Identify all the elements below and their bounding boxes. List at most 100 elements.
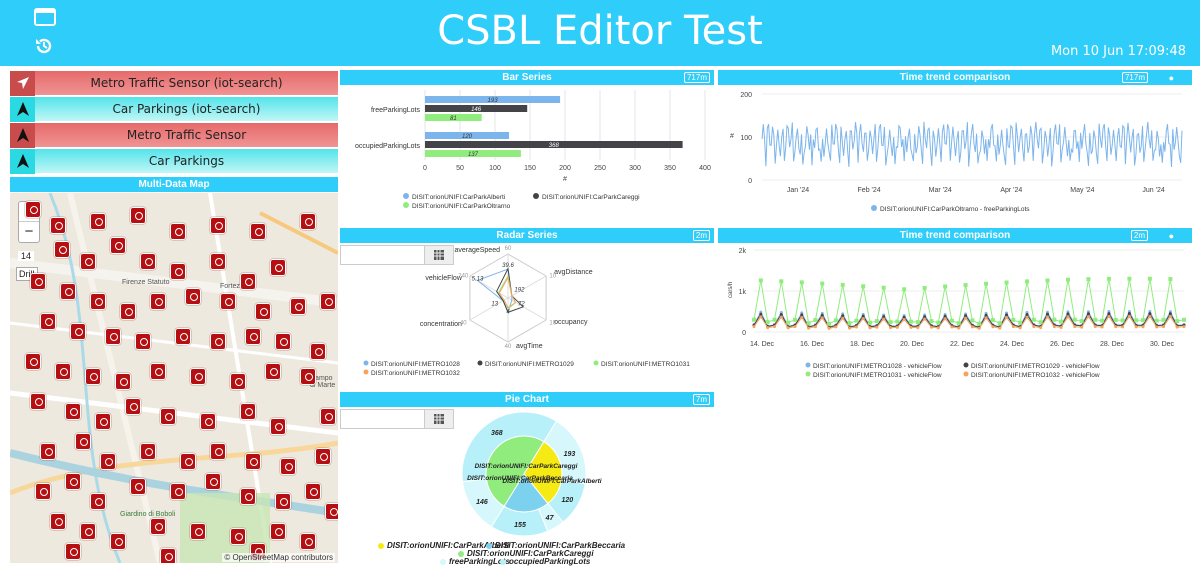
car-parkings-button[interactable]: Car Parkings [10, 148, 338, 174]
zoom-out-button[interactable]: − [24, 223, 34, 240]
sensor-marker[interactable] [290, 298, 306, 315]
sensor-marker[interactable] [135, 333, 151, 350]
sensor-marker[interactable] [190, 523, 206, 540]
sensor-marker[interactable] [320, 408, 336, 425]
sensor-marker[interactable] [300, 533, 316, 550]
sensor-marker[interactable] [30, 273, 46, 290]
sensor-marker[interactable] [175, 328, 191, 345]
radar-select-button[interactable] [424, 245, 454, 265]
sensor-marker[interactable] [325, 503, 338, 520]
sensor-marker[interactable] [230, 373, 246, 390]
history-icon[interactable] [34, 36, 56, 58]
sensor-marker[interactable] [205, 473, 221, 490]
pie-legend-item[interactable]: DISIT:orionUNIFI:CarParkAlberti [378, 541, 509, 550]
sensor-marker[interactable] [255, 303, 271, 320]
sensor-marker[interactable] [50, 513, 66, 530]
window-icon[interactable] [34, 8, 56, 30]
sensor-marker[interactable] [125, 398, 141, 415]
sensor-marker[interactable] [300, 368, 316, 385]
sensor-marker[interactable] [75, 433, 91, 450]
sensor-marker[interactable] [35, 483, 51, 500]
pie-legend-item[interactable]: DISIT:orionUNIFI:CarParkCareggi [458, 549, 594, 558]
sensor-marker[interactable] [210, 217, 226, 234]
collapse-icon[interactable]: ● [1168, 231, 1174, 241]
sensor-marker[interactable] [130, 478, 146, 495]
sensor-marker[interactable] [110, 237, 126, 254]
sensor-marker[interactable] [275, 333, 291, 350]
sensor-marker[interactable] [115, 373, 131, 390]
sensor-marker[interactable] [240, 403, 256, 420]
sensor-marker[interactable] [320, 293, 336, 310]
pie-legend-item[interactable]: DISIT:orionUNIFI:CarParkBeccaria [486, 541, 625, 550]
sensor-marker[interactable] [250, 223, 266, 240]
sensor-marker[interactable] [150, 363, 166, 380]
metro-traffic-sensor-iot-button[interactable]: Metro Traffic Sensor (iot-search) [10, 70, 338, 96]
sensor-marker[interactable] [100, 453, 116, 470]
pie-select-button[interactable] [424, 409, 454, 429]
sensor-marker[interactable] [90, 213, 106, 230]
sensor-marker[interactable] [95, 413, 111, 430]
sensor-marker[interactable] [110, 533, 126, 550]
sensor-marker[interactable] [210, 253, 226, 270]
sensor-marker[interactable] [25, 353, 41, 370]
sensor-marker[interactable] [50, 217, 66, 234]
sensor-marker[interactable] [245, 453, 261, 470]
sensor-marker[interactable] [200, 413, 216, 430]
sensor-marker[interactable] [170, 223, 186, 240]
sensor-marker[interactable] [150, 518, 166, 535]
sensor-marker[interactable] [275, 493, 291, 510]
sensor-marker[interactable] [65, 473, 81, 490]
sensor-marker[interactable] [270, 259, 286, 276]
sensor-marker[interactable] [90, 293, 106, 310]
sensor-marker[interactable] [245, 328, 261, 345]
sensor-marker[interactable] [80, 523, 96, 540]
multi-data-map[interactable]: + − 14 Drill Firenze Statuto Fortezza Gi… [10, 193, 338, 563]
sensor-marker[interactable] [120, 303, 136, 320]
metro-traffic-sensor-button[interactable]: Metro Traffic Sensor [10, 122, 338, 148]
sensor-marker[interactable] [180, 453, 196, 470]
sensor-marker[interactable] [160, 548, 176, 563]
sensor-marker[interactable] [140, 443, 156, 460]
collapse-icon[interactable]: ● [1168, 73, 1174, 83]
map-attribution[interactable]: © OpenStreetMap contributors [222, 553, 335, 562]
sensor-marker[interactable] [240, 273, 256, 290]
car-parkings-iot-button[interactable]: Car Parkings (iot-search) [10, 96, 338, 122]
sensor-marker[interactable] [40, 443, 56, 460]
sensor-marker[interactable] [160, 408, 176, 425]
sensor-marker[interactable] [65, 403, 81, 420]
sensor-marker[interactable] [240, 488, 256, 505]
sensor-marker[interactable] [65, 543, 81, 560]
sensor-marker[interactable] [25, 201, 41, 218]
sensor-marker[interactable] [280, 458, 296, 475]
sensor-marker[interactable] [170, 483, 186, 500]
sensor-marker[interactable] [30, 393, 46, 410]
sensor-marker[interactable] [230, 528, 246, 545]
sensor-marker[interactable] [315, 448, 331, 465]
sensor-marker[interactable] [90, 493, 106, 510]
sensor-marker[interactable] [190, 368, 206, 385]
sensor-marker[interactable] [105, 328, 121, 345]
sensor-marker[interactable] [130, 207, 146, 224]
sensor-marker[interactable] [150, 293, 166, 310]
pie-legend-item[interactable]: occupiedParkingLots [500, 557, 590, 566]
sensor-marker[interactable] [270, 418, 286, 435]
sensor-marker[interactable] [170, 263, 186, 280]
sensor-marker[interactable] [60, 283, 76, 300]
pie-legend-item[interactable]: freeParkingLots [440, 557, 510, 566]
sensor-marker[interactable] [55, 363, 71, 380]
sensor-marker[interactable] [270, 523, 286, 540]
sensor-marker[interactable] [70, 323, 86, 340]
sensor-marker[interactable] [300, 213, 316, 230]
sensor-marker[interactable] [305, 483, 321, 500]
pie-select-input[interactable] [340, 409, 426, 429]
sensor-marker[interactable] [185, 288, 201, 305]
sensor-marker[interactable] [40, 313, 56, 330]
sensor-marker[interactable] [310, 343, 326, 360]
sensor-marker[interactable] [220, 293, 236, 310]
sensor-marker[interactable] [210, 333, 226, 350]
sensor-marker[interactable] [54, 241, 70, 258]
sensor-marker[interactable] [85, 368, 101, 385]
sensor-marker[interactable] [265, 363, 281, 380]
sensor-marker[interactable] [80, 253, 96, 270]
sensor-marker[interactable] [140, 253, 156, 270]
